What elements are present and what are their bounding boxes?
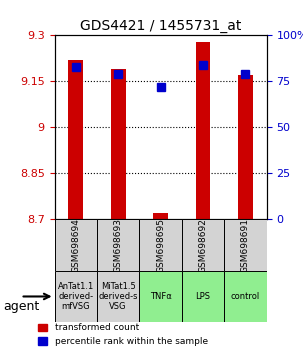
FancyBboxPatch shape: [139, 271, 182, 322]
FancyBboxPatch shape: [224, 219, 267, 271]
Title: GDS4421 / 1455731_at: GDS4421 / 1455731_at: [80, 19, 241, 33]
Bar: [196, 41, 210, 219]
Text: TNFα: TNFα: [150, 292, 171, 301]
Legend: transformed count, percentile rank within the sample: transformed count, percentile rank withi…: [35, 320, 211, 349]
FancyBboxPatch shape: [97, 219, 139, 271]
Text: GSM698694: GSM698694: [71, 218, 80, 273]
FancyBboxPatch shape: [97, 271, 139, 322]
Text: GSM698693: GSM698693: [114, 218, 123, 273]
Bar: [238, 75, 253, 219]
Text: GSM698695: GSM698695: [156, 218, 165, 273]
FancyBboxPatch shape: [182, 219, 224, 271]
FancyBboxPatch shape: [224, 271, 267, 322]
Text: agent: agent: [3, 300, 39, 313]
Bar: [153, 213, 168, 219]
FancyBboxPatch shape: [182, 271, 224, 322]
Bar: [68, 60, 83, 219]
Text: GSM698691: GSM698691: [241, 218, 250, 273]
Bar: [111, 69, 126, 219]
Text: control: control: [231, 292, 260, 301]
FancyBboxPatch shape: [139, 219, 182, 271]
Text: GSM698692: GSM698692: [198, 218, 208, 273]
FancyBboxPatch shape: [55, 271, 97, 322]
Text: AnTat1.1
derived-
mfVSG: AnTat1.1 derived- mfVSG: [58, 281, 94, 312]
FancyBboxPatch shape: [55, 219, 97, 271]
Text: LPS: LPS: [195, 292, 211, 301]
Text: MiTat1.5
derived-s
VSG: MiTat1.5 derived-s VSG: [98, 281, 138, 312]
